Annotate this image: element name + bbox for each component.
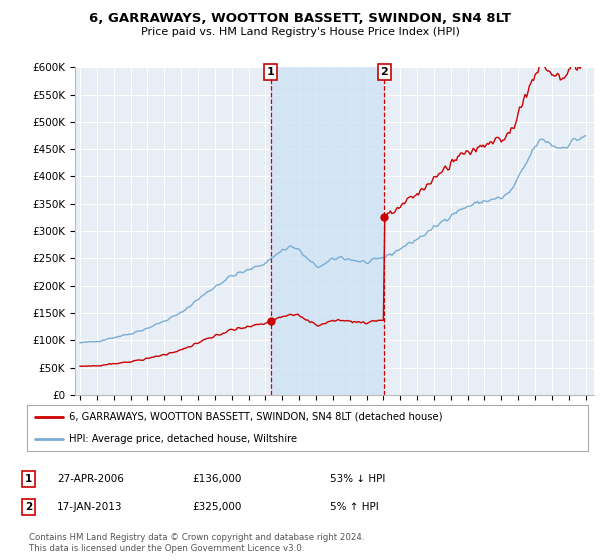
Text: 5% ↑ HPI: 5% ↑ HPI [330,502,379,512]
Text: 1: 1 [267,67,275,77]
Text: £136,000: £136,000 [192,474,241,484]
Text: 6, GARRAWAYS, WOOTTON BASSETT, SWINDON, SN4 8LT: 6, GARRAWAYS, WOOTTON BASSETT, SWINDON, … [89,12,511,25]
Text: 27-APR-2006: 27-APR-2006 [57,474,124,484]
Text: 1: 1 [25,474,32,484]
Text: Price paid vs. HM Land Registry's House Price Index (HPI): Price paid vs. HM Land Registry's House … [140,27,460,37]
Text: 17-JAN-2013: 17-JAN-2013 [57,502,122,512]
Text: 6, GARRAWAYS, WOOTTON BASSETT, SWINDON, SN4 8LT (detached house): 6, GARRAWAYS, WOOTTON BASSETT, SWINDON, … [69,412,443,422]
Text: 53% ↓ HPI: 53% ↓ HPI [330,474,385,484]
Text: 2: 2 [380,67,388,77]
Text: HPI: Average price, detached house, Wiltshire: HPI: Average price, detached house, Wilt… [69,435,297,444]
Text: £325,000: £325,000 [192,502,241,512]
Text: 2: 2 [25,502,32,512]
Text: Contains HM Land Registry data © Crown copyright and database right 2024.
This d: Contains HM Land Registry data © Crown c… [29,533,364,553]
Bar [271,67,384,395]
